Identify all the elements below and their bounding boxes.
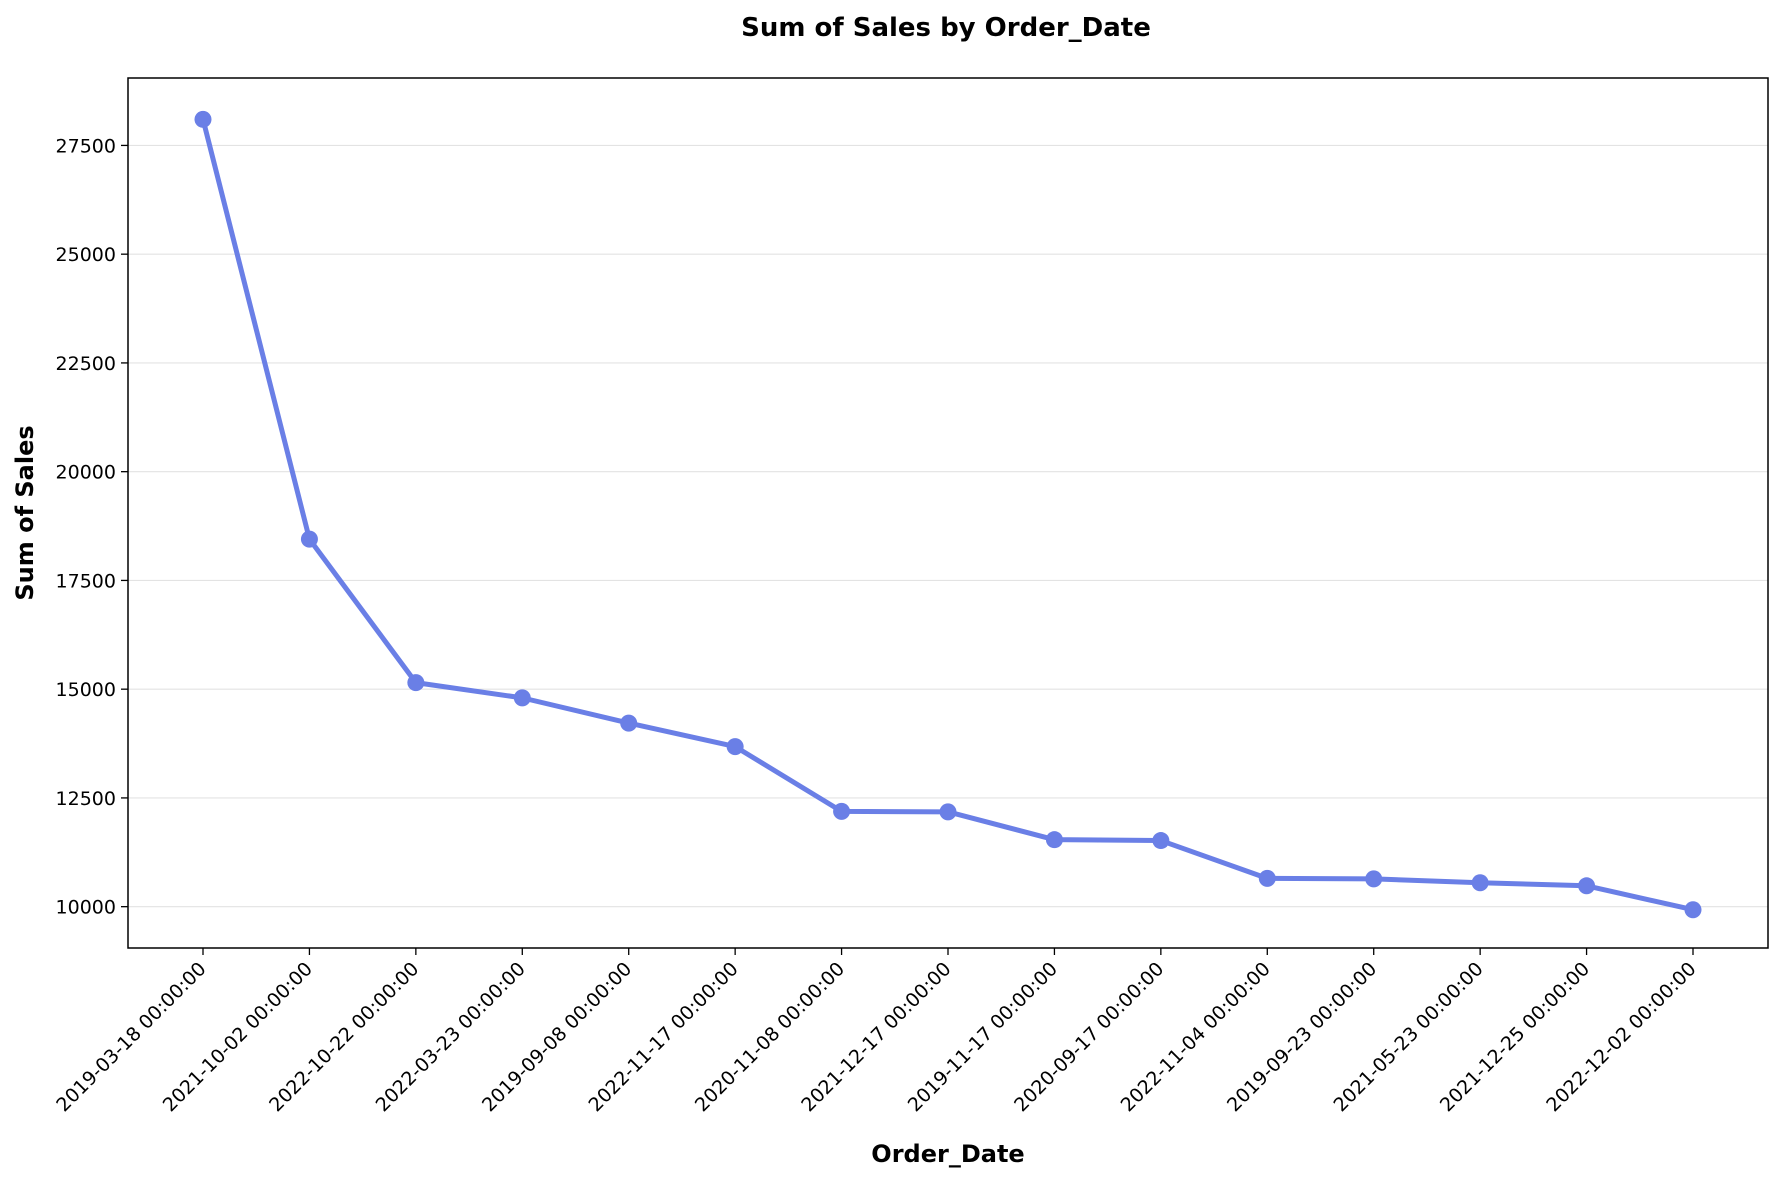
data-point <box>194 110 212 128</box>
data-point <box>513 689 531 707</box>
y-tick-label: 25000 <box>56 244 116 266</box>
y-axis-label: Sum of Sales <box>11 425 39 600</box>
grid-lines <box>128 144 1768 908</box>
y-tick-label: 17500 <box>56 570 116 592</box>
series-sales <box>194 110 1702 919</box>
chart-title: Sum of Sales by Order_Date <box>741 13 1151 43</box>
x-axis-label: Order_Date <box>871 1140 1024 1168</box>
data-point <box>833 802 851 820</box>
data-point <box>1365 870 1383 888</box>
data-point <box>300 530 318 548</box>
series-line <box>200 116 1696 913</box>
y-tick-label: 20000 <box>56 462 116 484</box>
data-point <box>939 803 957 821</box>
data-point <box>1152 832 1170 850</box>
data-point <box>620 714 638 732</box>
y-tick-label: 12500 <box>56 788 116 810</box>
data-point <box>1684 901 1702 919</box>
data-point <box>1578 877 1596 895</box>
data-point <box>1471 874 1489 892</box>
y-tick-label: 27500 <box>56 135 116 157</box>
data-point <box>726 738 744 756</box>
y-tick-label: 15000 <box>56 679 116 701</box>
y-tick-label: 22500 <box>56 353 116 375</box>
y-tick-label: 10000 <box>56 897 116 919</box>
y-axis: 10000 12500 15000 17500 20000 22500 25000 27500 <box>56 135 128 919</box>
data-point <box>1045 831 1063 849</box>
data-point <box>407 674 425 692</box>
data-point <box>1258 869 1276 887</box>
